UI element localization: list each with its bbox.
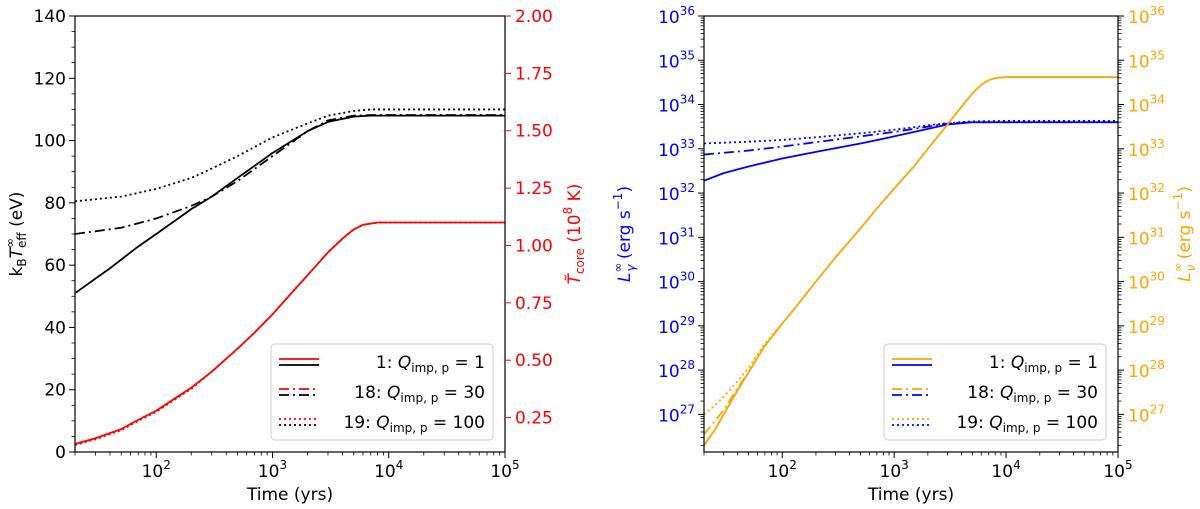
y-left-tick-label: 1034 — [658, 93, 695, 117]
series-line-right-dashdot — [704, 323, 783, 435]
y-right-tick-label: 1.00 — [515, 236, 553, 256]
y-left-tick-label: 80 — [44, 194, 66, 214]
legend-label: 19: Qimp, p = 100 — [956, 413, 1098, 435]
x-axis-label: Time (yrs) — [246, 485, 333, 505]
legend-label: 1: Qimp, p = 1 — [376, 353, 485, 375]
legend-label: 18: Qimp, p = 30 — [967, 383, 1098, 405]
y-left-tick-label: 100 — [34, 132, 66, 152]
y-left-tick-label: 1036 — [658, 4, 695, 28]
series-line-left-dashdot — [75, 114, 505, 235]
y-left-tick-label: 1033 — [658, 137, 695, 161]
y-right-tick-label: 0.50 — [515, 351, 553, 371]
y-right-tick-label: 1035 — [1128, 48, 1165, 72]
y-right-tick-label: 1028 — [1128, 358, 1165, 382]
legend-label: 19: Qimp, p = 100 — [343, 413, 485, 435]
series-line-left-dotted — [704, 120, 1118, 145]
y-left-tick-label: 20 — [44, 381, 66, 401]
y-left-tick-label: 0 — [55, 443, 66, 463]
y-left-tick-label: 60 — [44, 256, 66, 276]
y-right-tick-label: 0.75 — [515, 294, 553, 314]
x-tick-label: 103 — [880, 458, 909, 482]
series-group — [75, 108, 505, 446]
x-axis-label: Time (yrs) — [867, 485, 954, 505]
x-tick-label: 104 — [374, 458, 403, 482]
y-left-tick-label: 140 — [34, 7, 66, 27]
y-right-tick-label: 1031 — [1128, 225, 1165, 249]
right-panel: 102 103 104 105 Time (yrs) 1027 1028 1029 1030 10… — [611, 4, 1198, 505]
y-right-tick-label: 1033 — [1128, 137, 1165, 161]
x-tick-label: 104 — [991, 458, 1020, 482]
y-left-tick-label: 1031 — [658, 225, 695, 249]
y-left-tick-label: 1029 — [658, 314, 695, 338]
y-right-tick-label: 1030 — [1128, 270, 1165, 294]
x-tick-label: 102 — [768, 458, 797, 482]
y-left-tick-label: 1027 — [658, 402, 695, 426]
legend-label: 1: Qimp, p = 1 — [989, 353, 1098, 375]
y-left-tick-label: 1028 — [658, 358, 695, 382]
y-left-axis-label: kBT∞eff (eV) — [3, 192, 29, 277]
y-right-tick-label: 1.25 — [515, 179, 553, 199]
y-right-tick-label: 1029 — [1128, 314, 1165, 338]
y-right-tick-label: 2.00 — [515, 7, 553, 27]
x-tick-label: 105 — [490, 458, 519, 482]
y-right-axis-label: L∞ν (erg s−1) — [1171, 186, 1198, 282]
y-right-tick-label: 1036 — [1128, 4, 1165, 28]
y-left-tick-label: 1032 — [658, 181, 695, 205]
y-right-tick-label: 1.50 — [515, 122, 553, 142]
series-line-left-dashdot — [704, 121, 1118, 156]
y-right-tick-label: 1027 — [1128, 402, 1165, 426]
y-left-tick-label: 40 — [44, 318, 66, 338]
y-left-tick-label: 120 — [34, 69, 66, 89]
x-tick-label: 103 — [258, 458, 287, 482]
y-right-tick-label: 1032 — [1128, 181, 1165, 205]
legend-label: 18: Qimp, p = 30 — [354, 383, 485, 405]
y-right-tick-label: 0.25 — [515, 409, 553, 429]
x-tick-label: 102 — [142, 458, 171, 482]
legend: 1: Qimp, p = 1 18: Qimp, p = 30 19: Qimp, … — [270, 343, 494, 441]
legend: 1: Qimp, p = 1 18: Qimp, p = 30 19: Qimp, … — [883, 343, 1107, 441]
legend-box — [270, 343, 494, 441]
y-left-axis-label: L∞γ (erg s−1) — [611, 186, 638, 282]
y-left-tick-label: 1030 — [658, 270, 695, 294]
x-tick-label: 105 — [1103, 458, 1132, 482]
y-right-tick-label: 1034 — [1128, 93, 1165, 117]
series-line-right-dotted — [75, 221, 505, 446]
y-right-axis-label: T̃core (108 K) — [561, 184, 587, 285]
legend-box — [883, 343, 1107, 441]
series-line-left-solid — [704, 121, 1118, 182]
series-group — [704, 76, 1118, 446]
plot-frame — [703, 15, 1119, 453]
y-right-tick-label: 1.75 — [515, 64, 553, 84]
y-left-tick-label: 1035 — [658, 48, 695, 72]
left-panel: 102 103 104 105 Time (yrs) 0 20 40 60 80 100 120 140… — [3, 7, 587, 505]
